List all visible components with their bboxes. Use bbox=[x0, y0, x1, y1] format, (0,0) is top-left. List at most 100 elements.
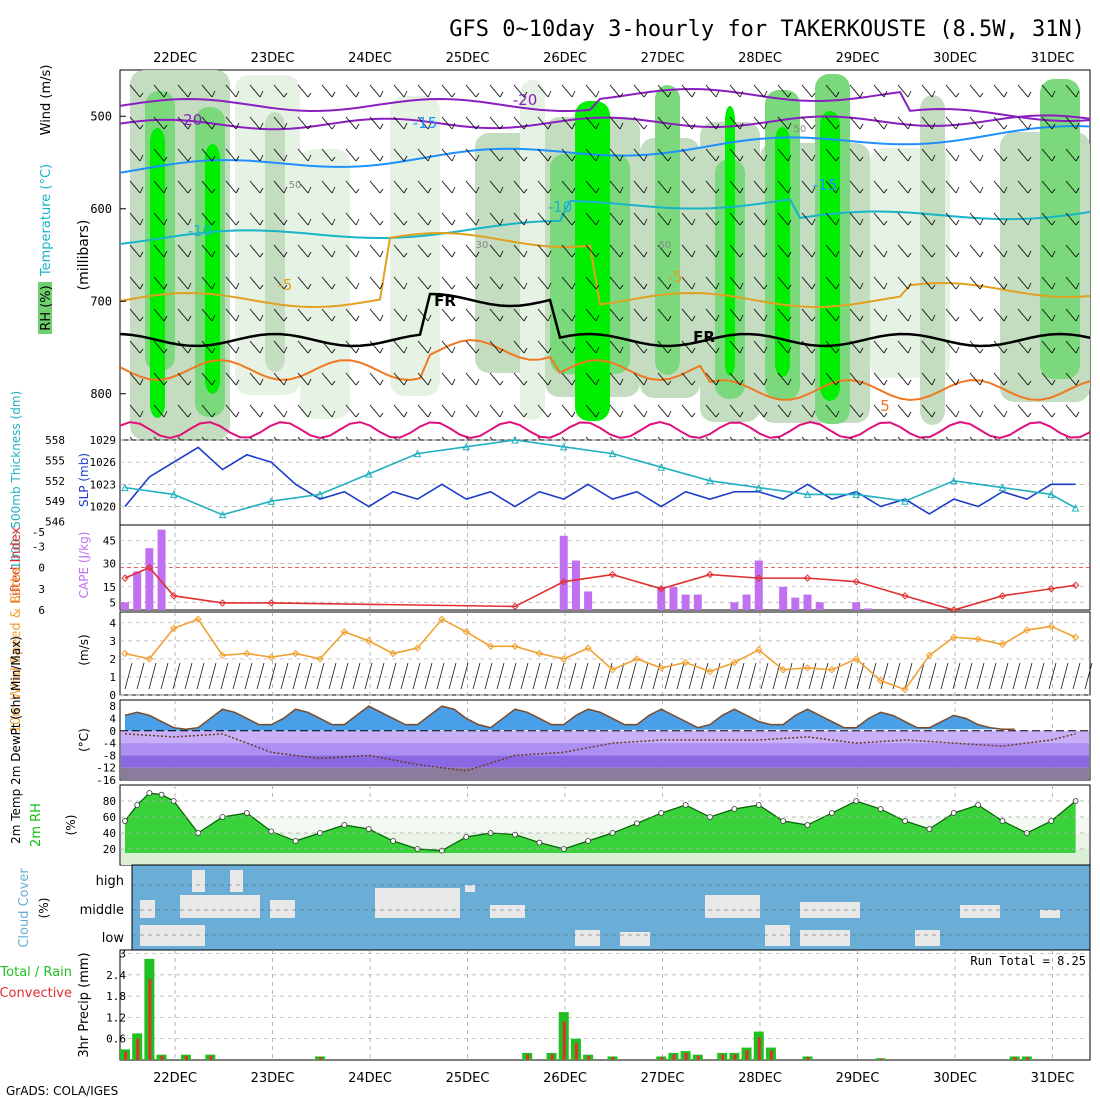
date-label-bottom: 29DEC bbox=[836, 1071, 880, 1086]
thickness-marker bbox=[559, 442, 568, 451]
wind-speed-marker bbox=[486, 642, 495, 650]
cape-tick-label: 15 bbox=[103, 581, 116, 594]
wind-barb bbox=[129, 180, 144, 194]
wind-barb bbox=[705, 84, 720, 98]
rh-point bbox=[243, 810, 250, 816]
wind-barb bbox=[897, 84, 912, 98]
precip-conv-bar bbox=[660, 1057, 664, 1060]
wind-barb bbox=[489, 404, 504, 418]
cloud-block bbox=[1040, 910, 1060, 918]
rh-point bbox=[1048, 818, 1055, 824]
contour-label: FR bbox=[434, 292, 456, 310]
wind-barb bbox=[921, 84, 936, 98]
wind-barb bbox=[417, 276, 432, 290]
wind-barb bbox=[129, 372, 144, 386]
surface-barb bbox=[124, 662, 133, 690]
rh-point bbox=[365, 826, 372, 832]
wind-barb bbox=[1065, 372, 1080, 386]
date-axis-bottom: 22DEC 23DEC 24DEC 25DEC 26DEC 27DEC 28DEC 29DEC… bbox=[153, 1071, 1074, 1086]
wind-barb bbox=[705, 212, 720, 226]
wind-barb bbox=[465, 308, 480, 322]
surface-barb bbox=[676, 662, 685, 690]
wind-speed-marker bbox=[291, 649, 300, 658]
wind-barb bbox=[633, 116, 648, 130]
surface-barb bbox=[520, 662, 529, 690]
surface-barb bbox=[928, 662, 937, 690]
precip-conv-bar bbox=[184, 1055, 188, 1060]
wind-barb bbox=[321, 84, 336, 98]
wind-barb bbox=[273, 84, 288, 98]
precip-conv-bar bbox=[684, 1052, 688, 1060]
thickness-marker bbox=[169, 490, 178, 498]
surface-barb bbox=[364, 662, 373, 690]
wind-barb bbox=[489, 244, 504, 258]
wind-barb bbox=[489, 148, 504, 162]
rh-point bbox=[292, 838, 299, 844]
pressure-tick-label: 800 bbox=[90, 387, 112, 401]
wind-barb bbox=[177, 308, 192, 322]
wind-barb bbox=[873, 404, 888, 418]
surface-barb bbox=[952, 662, 961, 690]
wind-barb bbox=[729, 340, 744, 354]
surface-barb bbox=[568, 662, 577, 690]
wind-barb bbox=[513, 180, 528, 194]
wind10m-panel: 4 3 2 1 0 bbox=[109, 611, 1093, 702]
wind-barb bbox=[393, 340, 408, 354]
wind-barb bbox=[489, 116, 504, 130]
wind-speed-marker bbox=[365, 637, 373, 645]
wind-speed-marker bbox=[243, 649, 251, 658]
wind-barb bbox=[369, 340, 384, 354]
thickness-marker bbox=[657, 463, 666, 471]
thickness-tick-label: 546 bbox=[45, 516, 65, 529]
wind-barb bbox=[537, 148, 552, 162]
wind-barb bbox=[1065, 212, 1080, 226]
wind-barb bbox=[609, 308, 624, 322]
wind-barb bbox=[345, 340, 360, 354]
wind-barb bbox=[129, 212, 144, 226]
cloud-block bbox=[705, 895, 760, 918]
wind-barb bbox=[177, 180, 192, 194]
wind-barb bbox=[921, 308, 936, 322]
wind-speed-marker bbox=[706, 667, 714, 676]
wind-tick-label: 2 bbox=[109, 653, 116, 666]
wind-barb bbox=[297, 212, 312, 226]
wind-barb bbox=[369, 116, 384, 130]
wind-barb bbox=[873, 212, 888, 226]
wind-speed-marker bbox=[462, 628, 470, 636]
rh-band bbox=[820, 111, 840, 401]
thickness-tick-label: 552 bbox=[45, 475, 65, 488]
wind-barb bbox=[513, 372, 528, 386]
wind-barb bbox=[705, 308, 720, 322]
precip-legend-total: Total / Rain bbox=[0, 965, 72, 980]
wind-barb bbox=[801, 148, 816, 162]
wind-barb bbox=[609, 404, 624, 418]
contour-label: -15 bbox=[813, 176, 838, 194]
lifted-marker bbox=[755, 574, 763, 582]
dew-band-4 bbox=[121, 743, 1089, 756]
rh-band bbox=[775, 127, 790, 377]
rh-point bbox=[146, 790, 153, 796]
wind-barb bbox=[945, 308, 960, 322]
wind-barb bbox=[273, 404, 288, 418]
thickness-marker bbox=[754, 483, 763, 492]
wind-barb bbox=[969, 180, 984, 194]
surface-barb bbox=[388, 662, 397, 690]
wind-barb bbox=[969, 308, 984, 322]
cape-bar bbox=[145, 548, 154, 610]
wind-barb bbox=[561, 180, 576, 194]
wind-barb bbox=[801, 84, 816, 98]
wind-barb bbox=[897, 340, 912, 354]
surface-barb bbox=[544, 662, 553, 690]
surface-barb bbox=[148, 662, 157, 690]
lifted-tick-label: -3 bbox=[32, 540, 45, 553]
surface-barb bbox=[184, 662, 193, 690]
wind-barb bbox=[249, 340, 264, 354]
wind-barb bbox=[1017, 212, 1032, 226]
wind-barb bbox=[729, 372, 744, 386]
wind-barb bbox=[225, 84, 240, 98]
surface-barb bbox=[340, 662, 349, 690]
wind-barb bbox=[921, 116, 936, 130]
wind-barb bbox=[273, 148, 288, 162]
precip-conv-bar bbox=[879, 1058, 883, 1060]
wind-barb bbox=[897, 212, 912, 226]
